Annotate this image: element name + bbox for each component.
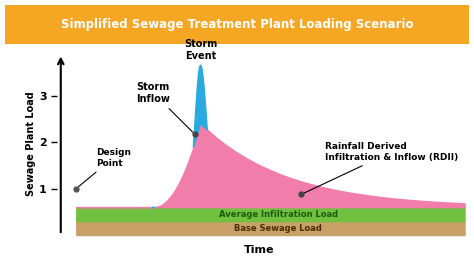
Y-axis label: Sewage Plant Load: Sewage Plant Load	[26, 91, 36, 196]
Text: Storm
Inflow: Storm Inflow	[137, 82, 193, 132]
Text: Simplified Sewage Treatment Plant Loading Scenario: Simplified Sewage Treatment Plant Loadin…	[61, 18, 413, 31]
Text: Average Infiltration Load: Average Infiltration Load	[219, 209, 338, 219]
Text: Design
Point: Design Point	[78, 148, 131, 187]
Text: Base Sewage Load: Base Sewage Load	[234, 224, 322, 232]
Text: Rainfall Derived
Infiltration & Inflow (RDII): Rainfall Derived Infiltration & Inflow (…	[304, 142, 458, 193]
Text: Time: Time	[244, 245, 274, 255]
Text: Storm
Event: Storm Event	[184, 39, 217, 61]
